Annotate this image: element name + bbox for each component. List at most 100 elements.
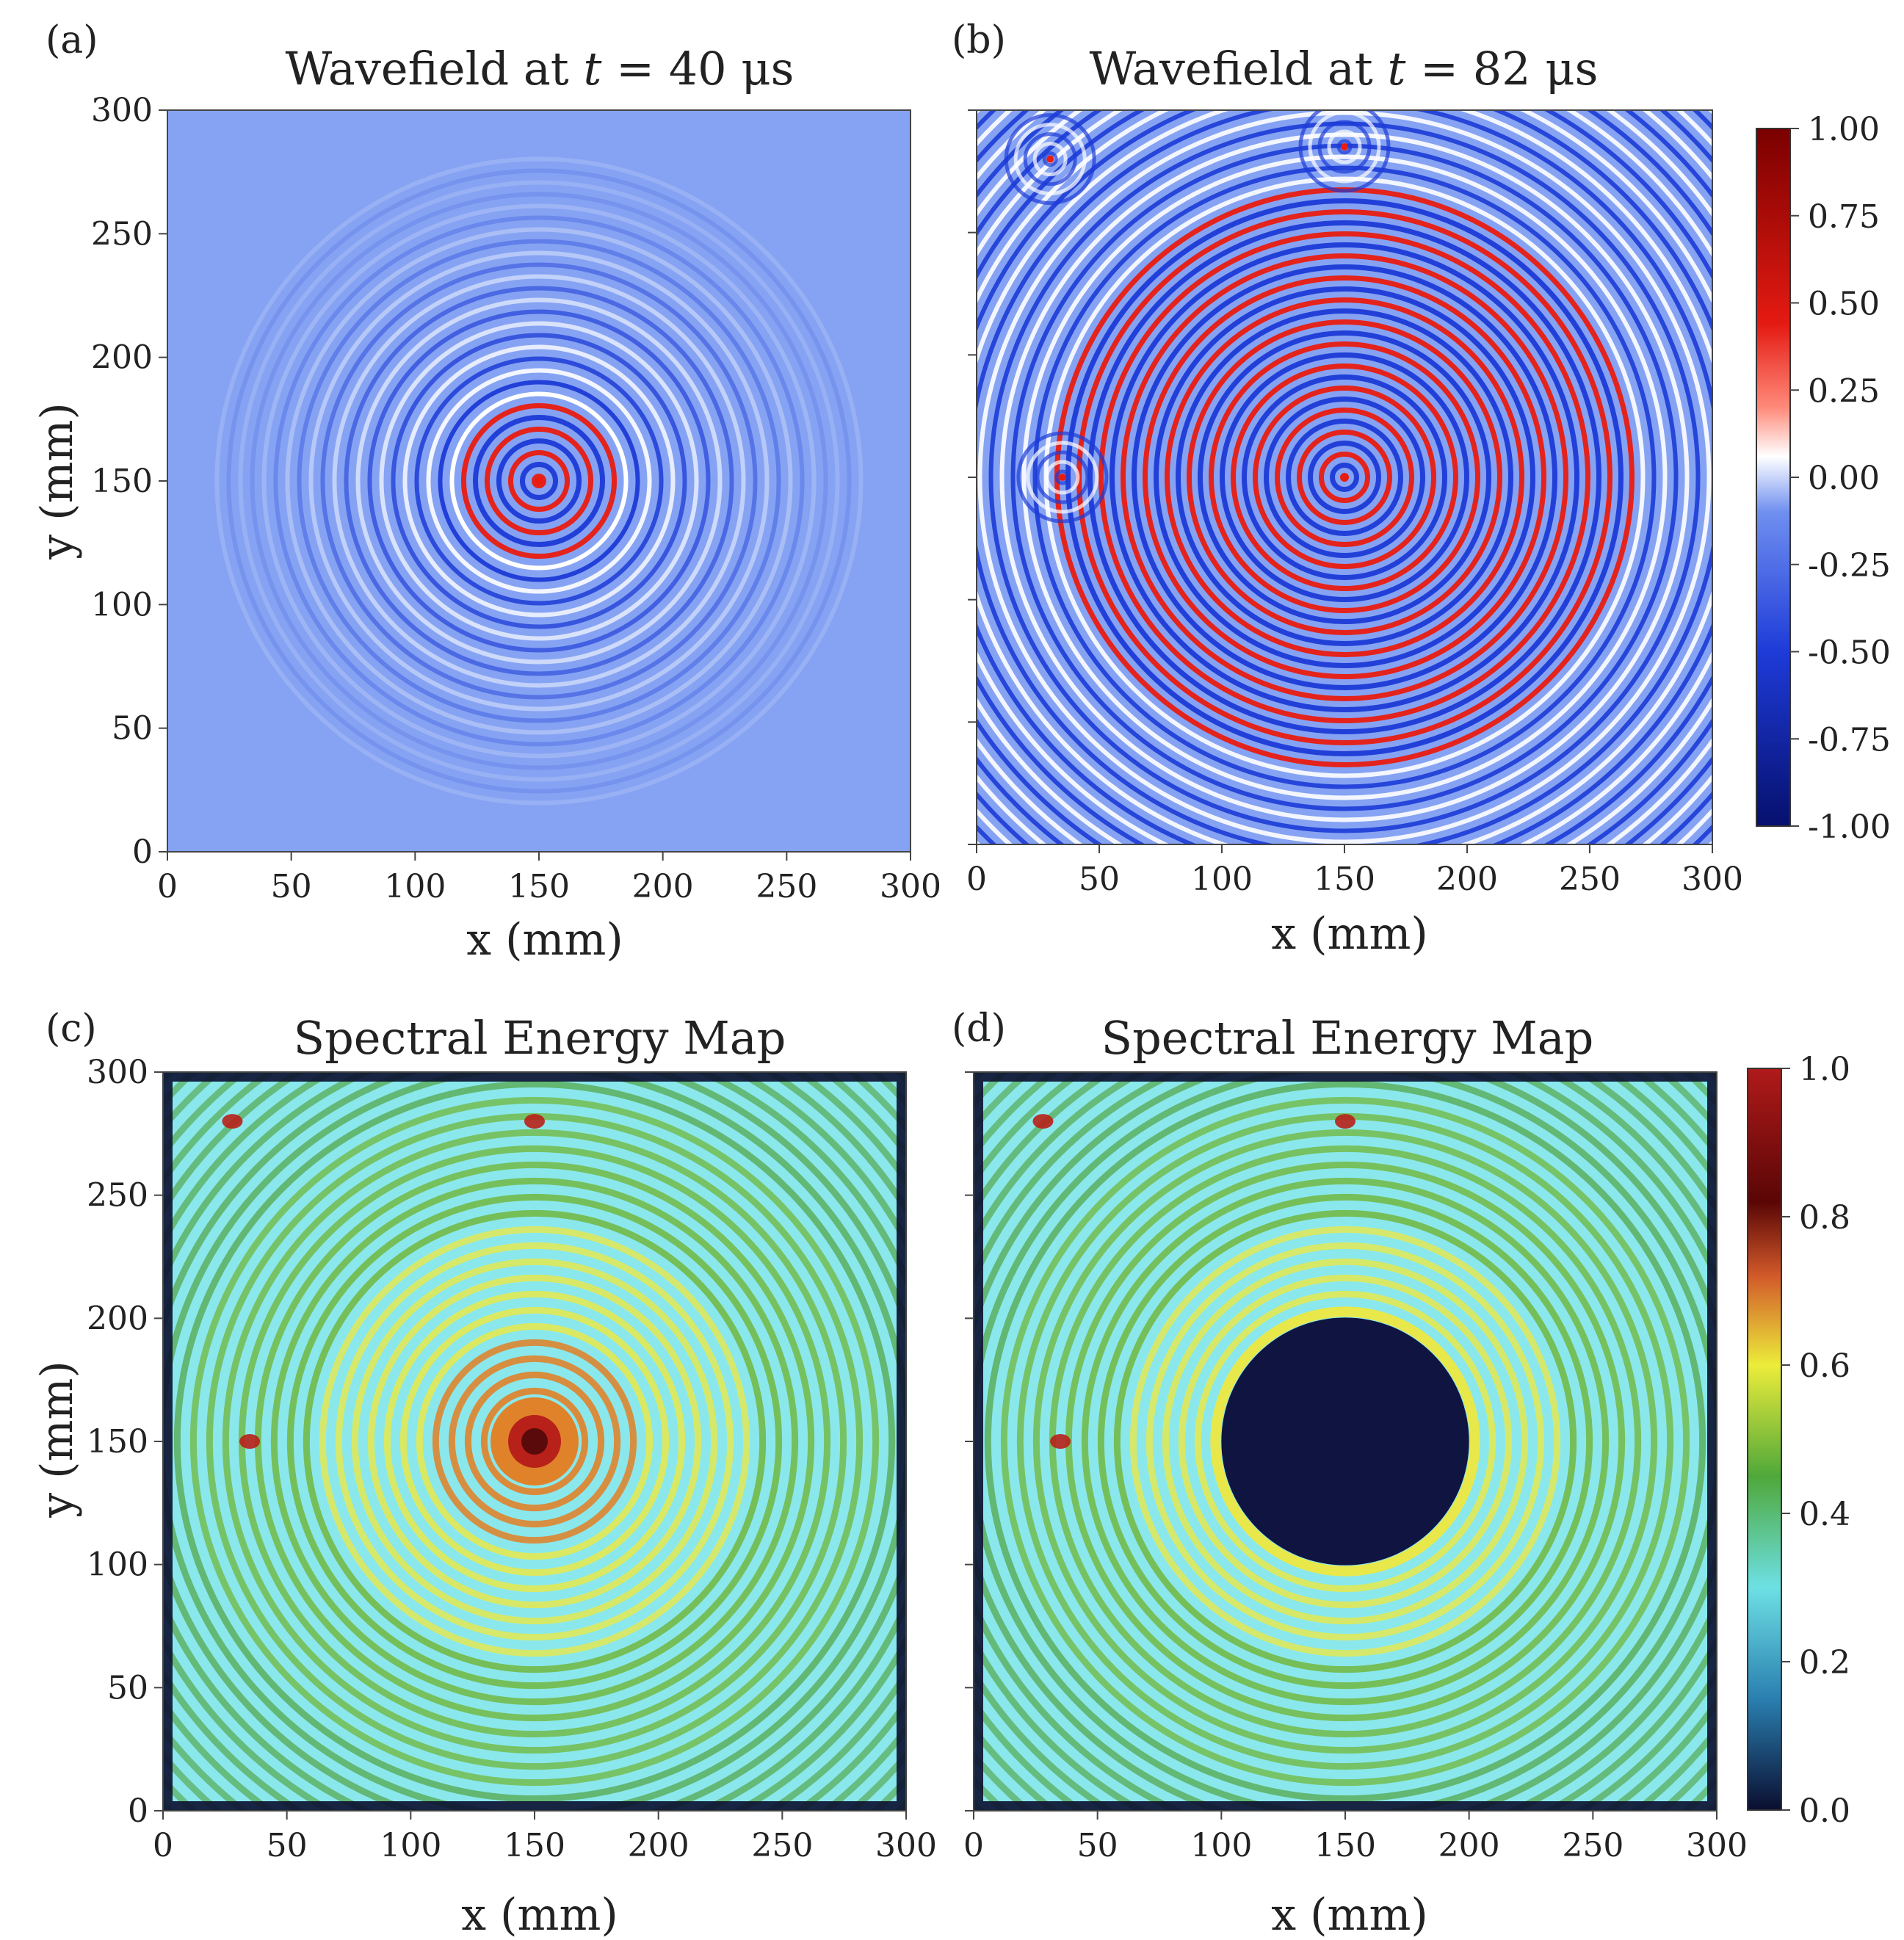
- scattered-ring: [1054, 469, 1071, 485]
- wavefront-ring: [531, 473, 547, 489]
- heatmap-field: [167, 110, 911, 852]
- panel-d: 0 50 100 150 200 250 300: [963, 1071, 1748, 1864]
- y-tick-label: 250: [87, 1177, 148, 1215]
- wavefront-ring: [1297, 430, 1392, 525]
- colorbar-tick-label-wavefield: 0.00: [1808, 460, 1880, 497]
- y-tick-label: 0: [132, 833, 153, 871]
- x-tick-label: 300: [1682, 861, 1743, 898]
- xlabel-c: x (mm): [461, 1889, 618, 1940]
- wavefront-ring: [1176, 308, 1513, 646]
- wavefront-ring: [238, 180, 840, 782]
- colorbar-tick-label-wavefield: 0.25: [1808, 372, 1880, 410]
- wavefront-ring: [1209, 341, 1480, 613]
- y-tick-label: 300: [87, 1054, 148, 1091]
- energy-hotspot: [1050, 1434, 1071, 1449]
- xlabel-b: x (mm): [1271, 908, 1428, 960]
- x-tick-label: 150: [1314, 1827, 1376, 1864]
- x-tick-label: 250: [751, 1827, 813, 1864]
- wavefront-ring: [449, 391, 629, 571]
- energy-ring: [432, 1339, 637, 1544]
- wavefront-ring: [1110, 242, 1579, 712]
- y-tick-label: 0: [128, 1792, 148, 1830]
- x-tick-label: 250: [1562, 1827, 1624, 1864]
- energy-ring: [480, 1387, 589, 1496]
- x-tick-label: 100: [384, 868, 446, 905]
- xlabel-a: x (mm): [466, 914, 623, 966]
- y-tick-label: 300: [91, 92, 153, 129]
- ylabel-a: y (mm): [32, 402, 83, 560]
- wavefront-ring: [402, 344, 676, 618]
- x-tick-label: 50: [271, 868, 312, 905]
- x-tick-label: 300: [880, 868, 941, 905]
- colorbar-tick-label-energy: 0.2: [1799, 1644, 1850, 1682]
- energy-ring: [1178, 1274, 1513, 1609]
- x-tick-label: 0: [157, 868, 178, 905]
- scattered-ring: [1308, 110, 1381, 184]
- wavefront-ring: [1098, 231, 1590, 723]
- wavefront-ring: [1231, 363, 1458, 591]
- wavefront-ring: [1021, 154, 1668, 800]
- wavefront-ring: [285, 227, 793, 735]
- wavefront-ring: [1121, 253, 1568, 701]
- x-tick-label: 100: [1191, 861, 1253, 898]
- energy-hotspot: [524, 1114, 545, 1129]
- energy-ring: [335, 1242, 734, 1641]
- energy-ring: [464, 1371, 605, 1512]
- wavefront-ring: [484, 426, 594, 536]
- x-tick-label: 0: [966, 861, 987, 898]
- wavefront-ring: [1220, 352, 1469, 602]
- energy-ring: [286, 1193, 783, 1690]
- x-tick-label: 50: [1079, 861, 1120, 898]
- y-tick-label: 100: [87, 1546, 148, 1584]
- wavefront-ring: [1275, 408, 1414, 547]
- colorbar-tick-label-wavefield: 0.50: [1808, 286, 1880, 323]
- x-tick-label: 0: [963, 1827, 984, 1864]
- x-tick-label: 50: [1077, 1827, 1118, 1864]
- energy-ring: [1145, 1242, 1545, 1641]
- wavefront-ring: [1319, 452, 1370, 503]
- scattered-ring: [1298, 110, 1391, 193]
- wavefront-ring: [1032, 165, 1657, 789]
- wavefront-ring: [426, 368, 652, 594]
- energy-hotspot: [222, 1114, 243, 1129]
- scattered-ring: [1013, 123, 1087, 196]
- panel-label-c: (c): [46, 1007, 97, 1051]
- scattered-ring: [1045, 460, 1080, 495]
- wavefront-ring: [226, 168, 852, 794]
- title-c: Spectral Energy Map: [294, 1011, 786, 1065]
- panel-c: 0 50 100 150 200 250 300 0 50 100 150 200 250 300: [87, 1054, 937, 1864]
- colorbar-wavefield-gradient: [1756, 128, 1791, 827]
- wavefront-ring: [391, 333, 687, 629]
- energy-ring: [1194, 1290, 1496, 1593]
- wavefront-ring: [1132, 264, 1557, 690]
- energy-ring: [1097, 1193, 1593, 1690]
- scattered-ring: [1336, 139, 1353, 155]
- wavefront-ring: [214, 156, 864, 806]
- energy-ring: [319, 1226, 750, 1657]
- scattered-ring: [1327, 129, 1362, 164]
- x-tick-label: 150: [504, 1827, 565, 1864]
- wavefront-ring: [308, 250, 770, 712]
- ylabel-c: y (mm): [32, 1361, 83, 1519]
- x-tick-label: 250: [756, 868, 817, 905]
- x-tick-label: 200: [632, 868, 694, 905]
- x-tick-label: 150: [508, 868, 570, 905]
- wavefront-ring: [1253, 386, 1436, 569]
- y-tick-label: 250: [91, 215, 153, 253]
- wavefront-ring: [999, 132, 1690, 822]
- disc-rim: [1210, 1306, 1480, 1577]
- y-tick-label: 50: [112, 710, 153, 748]
- energy-ring: [351, 1258, 718, 1625]
- wavefront-ring: [472, 414, 606, 548]
- wavefront-ring: [1330, 463, 1359, 492]
- scattered-ring: [1035, 450, 1090, 504]
- wavefront-ring: [355, 297, 723, 665]
- energy-ring: [399, 1306, 670, 1577]
- y-tick-label: 50: [107, 1669, 148, 1706]
- wavefront-ring: [414, 356, 664, 606]
- energy-ring: [1081, 1177, 1610, 1706]
- masked-disc: [1221, 1317, 1469, 1566]
- wavefront-ring: [1198, 330, 1491, 624]
- wavefront-ring: [250, 192, 828, 770]
